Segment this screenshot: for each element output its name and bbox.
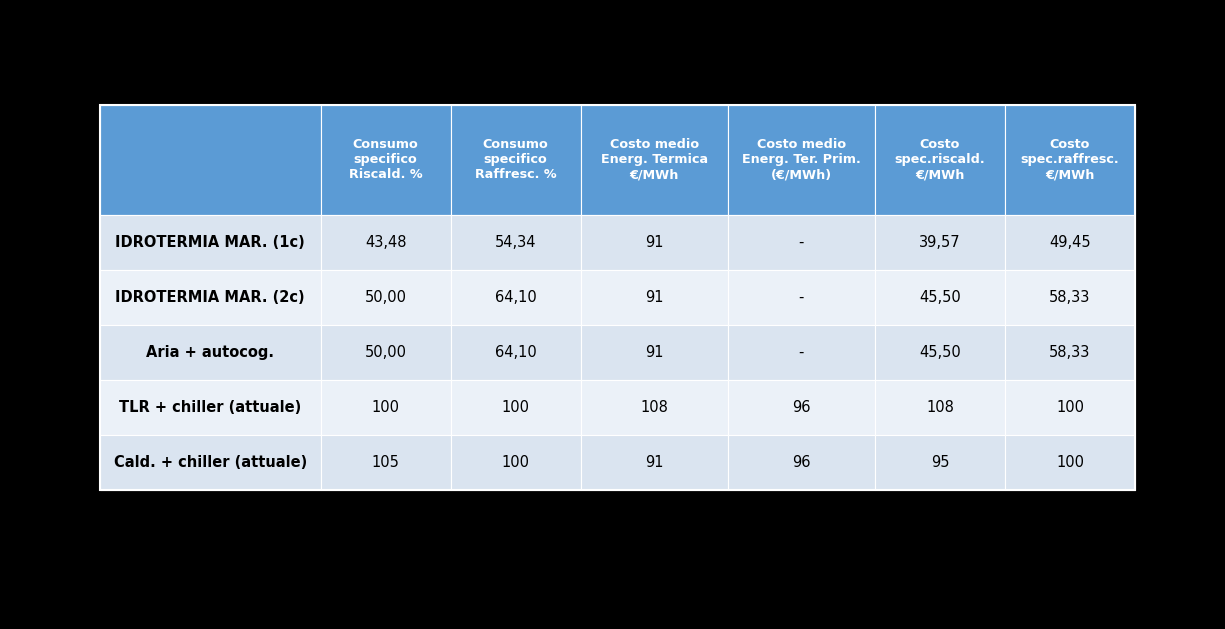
Text: 54,34: 54,34 xyxy=(495,235,537,250)
Text: 96: 96 xyxy=(793,400,811,415)
Bar xyxy=(100,105,321,214)
Bar xyxy=(100,325,321,380)
Text: 64,10: 64,10 xyxy=(495,290,537,305)
Text: -: - xyxy=(799,235,804,250)
Text: 105: 105 xyxy=(371,455,399,470)
Bar xyxy=(451,325,581,380)
Text: 100: 100 xyxy=(1056,400,1084,415)
Bar xyxy=(581,270,728,325)
Text: 50,00: 50,00 xyxy=(365,290,407,305)
Text: 108: 108 xyxy=(641,400,668,415)
Text: Costo
spec.raffresc.
€/MWh: Costo spec.raffresc. €/MWh xyxy=(1020,138,1120,181)
Bar xyxy=(100,105,1136,490)
Text: Consumo
specifico
Raffresc. %: Consumo specifico Raffresc. % xyxy=(475,138,556,181)
Bar xyxy=(1004,435,1136,490)
Text: Costo
spec.riscald.
€/MWh: Costo spec.riscald. €/MWh xyxy=(894,138,985,181)
Bar xyxy=(1004,214,1136,270)
Bar xyxy=(728,325,875,380)
Bar xyxy=(451,270,581,325)
Text: 45,50: 45,50 xyxy=(919,290,960,305)
Text: 50,00: 50,00 xyxy=(365,345,407,360)
Text: 58,33: 58,33 xyxy=(1050,345,1090,360)
Text: Aria + autocog.: Aria + autocog. xyxy=(146,345,274,360)
Bar xyxy=(1004,105,1136,214)
Text: 91: 91 xyxy=(646,235,664,250)
Bar xyxy=(451,435,581,490)
Bar xyxy=(451,105,581,214)
Bar xyxy=(321,105,451,214)
Text: TLR + chiller (attuale): TLR + chiller (attuale) xyxy=(119,400,301,415)
Text: Cald. + chiller (attuale): Cald. + chiller (attuale) xyxy=(114,455,307,470)
Bar xyxy=(581,380,728,435)
Text: -: - xyxy=(799,290,804,305)
Bar xyxy=(100,435,321,490)
Bar xyxy=(581,325,728,380)
Bar xyxy=(875,435,1004,490)
Bar xyxy=(875,270,1004,325)
Bar xyxy=(875,105,1004,214)
Text: 100: 100 xyxy=(502,400,529,415)
Text: 91: 91 xyxy=(646,345,664,360)
Bar xyxy=(451,380,581,435)
Text: 108: 108 xyxy=(926,400,954,415)
Bar xyxy=(875,325,1004,380)
Bar xyxy=(728,380,875,435)
Bar xyxy=(728,435,875,490)
Bar xyxy=(1004,325,1136,380)
Bar xyxy=(728,105,875,214)
Bar xyxy=(581,105,728,214)
Bar xyxy=(100,380,321,435)
Text: IDROTERMIA MAR. (1c): IDROTERMIA MAR. (1c) xyxy=(115,235,305,250)
Bar xyxy=(321,435,451,490)
Text: 96: 96 xyxy=(793,455,811,470)
Text: Costo medio
Energ. Ter. Prim.
(€/MWh): Costo medio Energ. Ter. Prim. (€/MWh) xyxy=(742,138,861,181)
Bar xyxy=(728,270,875,325)
Bar xyxy=(451,214,581,270)
Bar xyxy=(321,380,451,435)
Text: 45,50: 45,50 xyxy=(919,345,960,360)
Text: 39,57: 39,57 xyxy=(919,235,960,250)
Bar xyxy=(100,214,321,270)
Bar xyxy=(1004,380,1136,435)
Text: IDROTERMIA MAR. (2c): IDROTERMIA MAR. (2c) xyxy=(115,290,305,305)
Bar xyxy=(1004,270,1136,325)
Bar xyxy=(728,214,875,270)
Bar xyxy=(321,270,451,325)
Text: -: - xyxy=(799,345,804,360)
Text: 95: 95 xyxy=(931,455,949,470)
Text: Costo medio
Energ. Termica
€/MWh: Costo medio Energ. Termica €/MWh xyxy=(600,138,708,181)
Bar xyxy=(581,435,728,490)
Text: 91: 91 xyxy=(646,455,664,470)
Text: 100: 100 xyxy=(371,400,399,415)
Bar xyxy=(875,380,1004,435)
Text: 64,10: 64,10 xyxy=(495,345,537,360)
Text: 100: 100 xyxy=(502,455,529,470)
Text: 58,33: 58,33 xyxy=(1050,290,1090,305)
Text: 43,48: 43,48 xyxy=(365,235,407,250)
Text: 49,45: 49,45 xyxy=(1049,235,1090,250)
Bar xyxy=(321,214,451,270)
Text: 91: 91 xyxy=(646,290,664,305)
Bar xyxy=(100,270,321,325)
Bar xyxy=(875,214,1004,270)
Bar xyxy=(321,325,451,380)
Text: Consumo
specifico
Riscald. %: Consumo specifico Riscald. % xyxy=(349,138,423,181)
Text: 100: 100 xyxy=(1056,455,1084,470)
Bar xyxy=(581,214,728,270)
